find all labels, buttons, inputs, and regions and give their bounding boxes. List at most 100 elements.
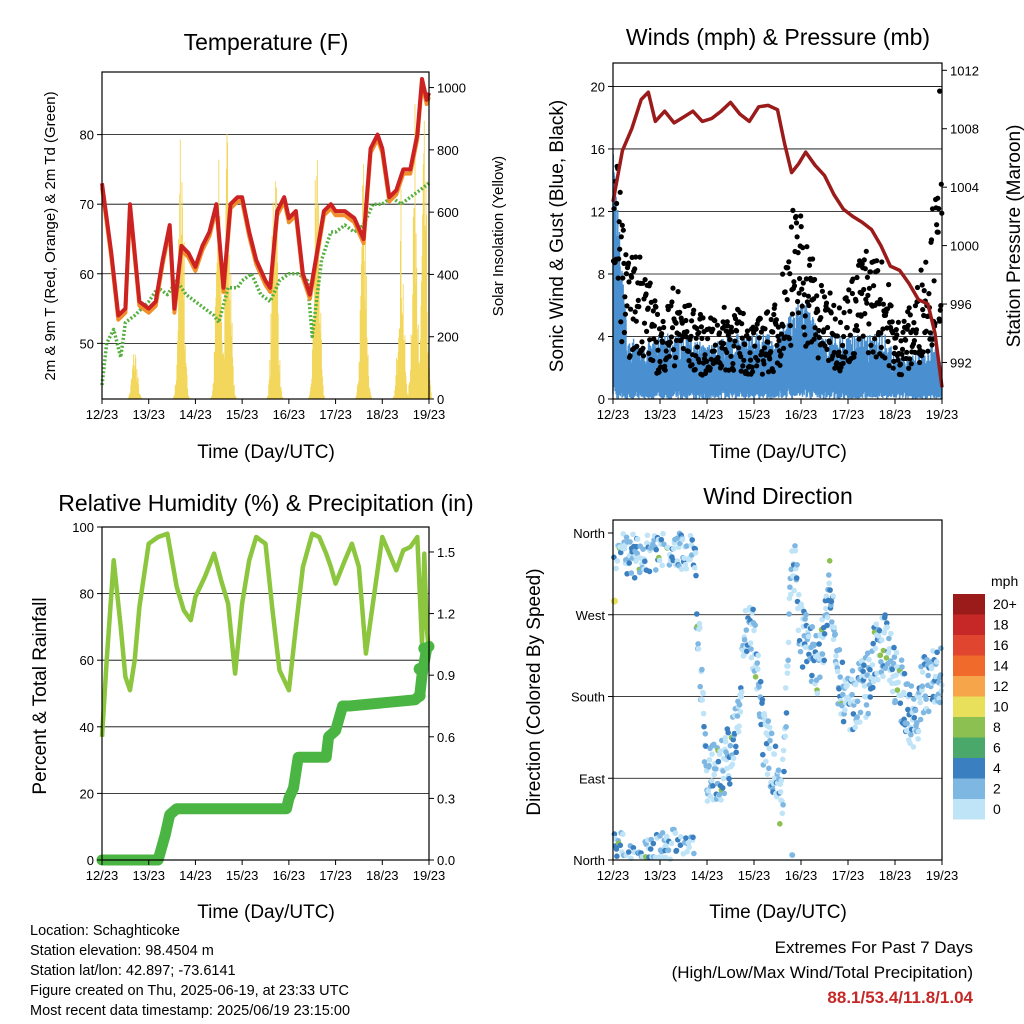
winds-right-ticks: 992 996 1000 1004 1008 1012 xyxy=(942,63,979,370)
gust-point xyxy=(845,298,851,304)
direction-point xyxy=(787,584,793,590)
gust-point xyxy=(770,329,776,335)
gust-point xyxy=(866,285,873,291)
gust-point xyxy=(876,301,882,307)
legend-title: mph xyxy=(991,573,1018,589)
gust-point xyxy=(889,319,895,325)
direction-point xyxy=(721,790,728,797)
direction-points xyxy=(610,530,945,862)
x-tick-label: 17/23 xyxy=(832,868,865,883)
gust-point xyxy=(752,343,758,349)
direction-point xyxy=(626,560,632,566)
direction-point xyxy=(911,714,918,721)
gust-point xyxy=(920,349,926,355)
gust-point xyxy=(632,309,638,315)
gust-point xyxy=(677,309,683,315)
gust-point xyxy=(868,342,874,348)
x-tick-label: 16/23 xyxy=(273,868,306,883)
gust-point xyxy=(741,357,747,363)
gust-point xyxy=(656,369,662,375)
direction-point xyxy=(794,562,800,568)
direction-point xyxy=(766,724,773,731)
gust-point xyxy=(738,353,744,360)
extremes-box: Extremes For Past 7 Days (High/Low/Max W… xyxy=(672,935,973,1010)
direction-point xyxy=(785,639,792,646)
direction-point xyxy=(895,679,901,686)
direction-point xyxy=(727,742,734,749)
direction-point xyxy=(897,700,904,706)
legend-label: 18 xyxy=(993,617,1009,633)
direction-point xyxy=(713,766,719,772)
gust-point xyxy=(850,276,856,282)
humidity-x-ticks: 12/23 13/23 14/23 15/23 16/23 17/23 18/23 19/23 xyxy=(86,860,445,883)
gust-point xyxy=(898,372,905,378)
x-tick-label: 14/23 xyxy=(179,407,212,422)
gust-point xyxy=(906,365,912,371)
direction-point xyxy=(834,668,841,675)
direction-point xyxy=(837,674,843,680)
direction-point xyxy=(662,854,669,861)
direction-point xyxy=(785,663,791,669)
gust-point xyxy=(651,323,658,329)
right-tick-label: 200 xyxy=(437,330,459,345)
direction-point xyxy=(617,842,624,849)
gust-point xyxy=(893,327,899,333)
gust-point xyxy=(667,339,674,346)
gust-point xyxy=(846,287,852,293)
direction-point xyxy=(915,728,922,735)
x-tick-label: 16/23 xyxy=(785,407,818,422)
gust-point xyxy=(640,345,646,351)
gust-point xyxy=(785,265,791,271)
direction-point xyxy=(658,536,665,543)
direction-point xyxy=(717,748,723,754)
direction-point xyxy=(738,685,744,691)
left-tick-label: 8 xyxy=(598,267,605,282)
gust-point xyxy=(659,331,665,337)
direction-point xyxy=(852,724,858,731)
direction-point xyxy=(772,743,779,750)
insolation-spike xyxy=(355,164,372,399)
gust-point xyxy=(653,304,659,310)
direction-point xyxy=(702,743,709,749)
gust-point xyxy=(895,357,901,363)
insolation-spike xyxy=(173,139,190,399)
gust-point xyxy=(747,350,753,356)
gust-point xyxy=(853,323,860,329)
gust-point xyxy=(791,279,797,285)
legend-label: 12 xyxy=(993,678,1009,694)
direction-point xyxy=(777,789,784,795)
gust-point xyxy=(712,342,719,348)
x-tick-label: 17/23 xyxy=(832,407,865,422)
gust-point xyxy=(625,260,632,266)
gust-point xyxy=(619,339,625,345)
gust-point xyxy=(611,206,617,212)
gust-point xyxy=(892,345,898,351)
gust-point xyxy=(721,340,727,347)
x-tick-label: 16/23 xyxy=(785,868,818,883)
gust-point xyxy=(660,339,666,345)
temperature-left-label: 2m & 9m T (Red, Orange) & 2m Td (Green) xyxy=(42,91,59,380)
direction-point xyxy=(620,531,626,537)
direction-point xyxy=(878,659,884,665)
gust-point xyxy=(777,362,783,368)
direction-point xyxy=(729,761,736,768)
gust-point xyxy=(707,365,713,371)
winds-frame xyxy=(612,62,943,400)
gust-point xyxy=(692,366,698,373)
direction-point xyxy=(883,655,890,661)
temperature-right-ticks: 0 200 400 600 800 1000 xyxy=(429,81,466,407)
direction-point xyxy=(802,616,808,622)
direction-point xyxy=(849,668,856,674)
direction-point xyxy=(699,666,705,673)
direction-point xyxy=(735,728,742,735)
gust-point xyxy=(720,319,726,325)
gust-point xyxy=(673,320,679,326)
gust-point xyxy=(861,286,867,293)
direction-point xyxy=(758,721,764,728)
gust-point xyxy=(818,315,824,321)
elevation-text: Station elevation: 98.4504 m xyxy=(30,943,214,959)
left-tick-label: 12 xyxy=(591,204,605,219)
gust-point xyxy=(693,335,699,341)
gust-point xyxy=(806,262,813,268)
gust-point xyxy=(806,302,812,309)
